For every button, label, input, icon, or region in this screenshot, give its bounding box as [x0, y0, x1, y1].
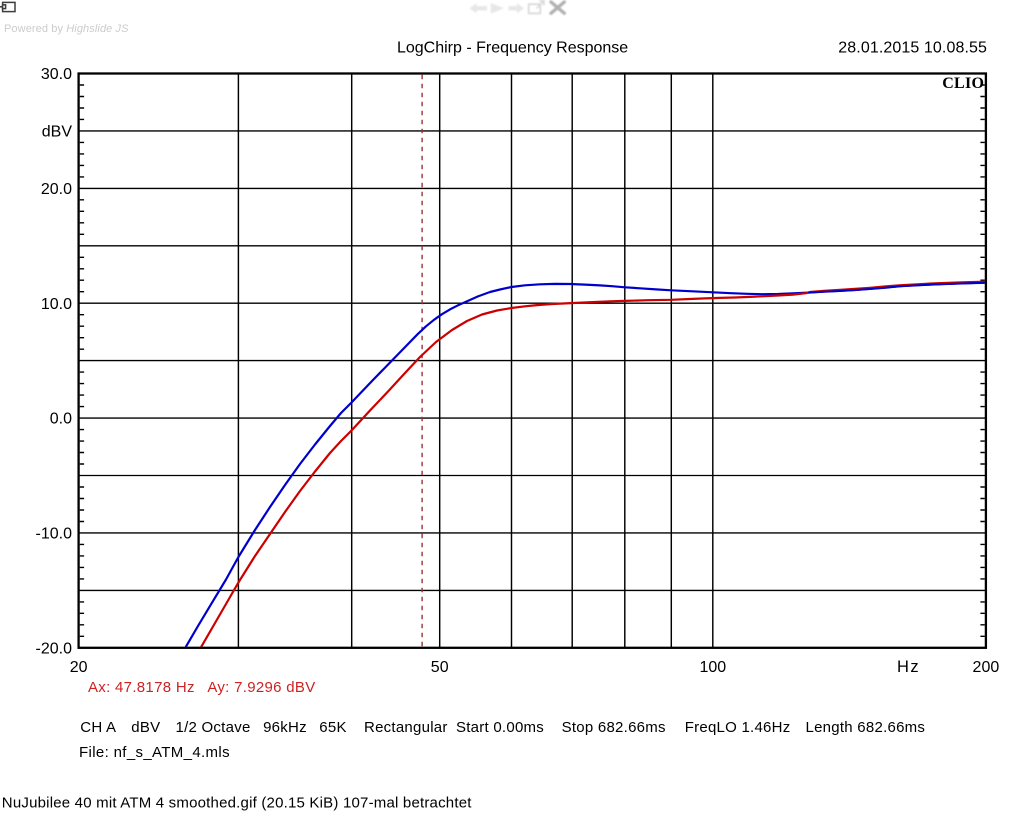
svg-text:200: 200 [973, 659, 1000, 676]
svg-text:20: 20 [70, 659, 88, 676]
svg-text:100: 100 [699, 659, 726, 676]
svg-text:File: nf_s_ATM_4.mls: File: nf_s_ATM_4.mls [79, 744, 230, 761]
svg-text:0.0: 0.0 [50, 411, 72, 428]
svg-text:10.0: 10.0 [41, 296, 72, 313]
svg-text:20.0: 20.0 [41, 181, 72, 198]
svg-text:28.01.2015 10.08.55: 28.01.2015 10.08.55 [838, 39, 987, 56]
svg-text:-20.0: -20.0 [36, 640, 73, 657]
svg-text:-10.0: -10.0 [36, 526, 73, 543]
svg-text:dBV: dBV [42, 124, 73, 141]
svg-text:CLIO: CLIO [942, 75, 984, 92]
svg-text:Hz: Hz [897, 658, 920, 676]
svg-text:LogChirp - Frequency Response: LogChirp - Frequency Response [397, 39, 628, 56]
svg-text:Ax: 47.8178 Hz Ay: 7.9296 dB: Ax: 47.8178 Hz Ay: 7.9296 dBV [88, 679, 316, 696]
svg-text:Powered by Highslide JS: Powered by Highslide JS [4, 23, 129, 35]
svg-text:50: 50 [431, 659, 449, 676]
svg-text:NuJubilee 40 mit ATM 4 smoothe: NuJubilee 40 mit ATM 4 smoothed.gif (20.… [2, 795, 472, 812]
svg-text:30.0: 30.0 [41, 66, 72, 83]
